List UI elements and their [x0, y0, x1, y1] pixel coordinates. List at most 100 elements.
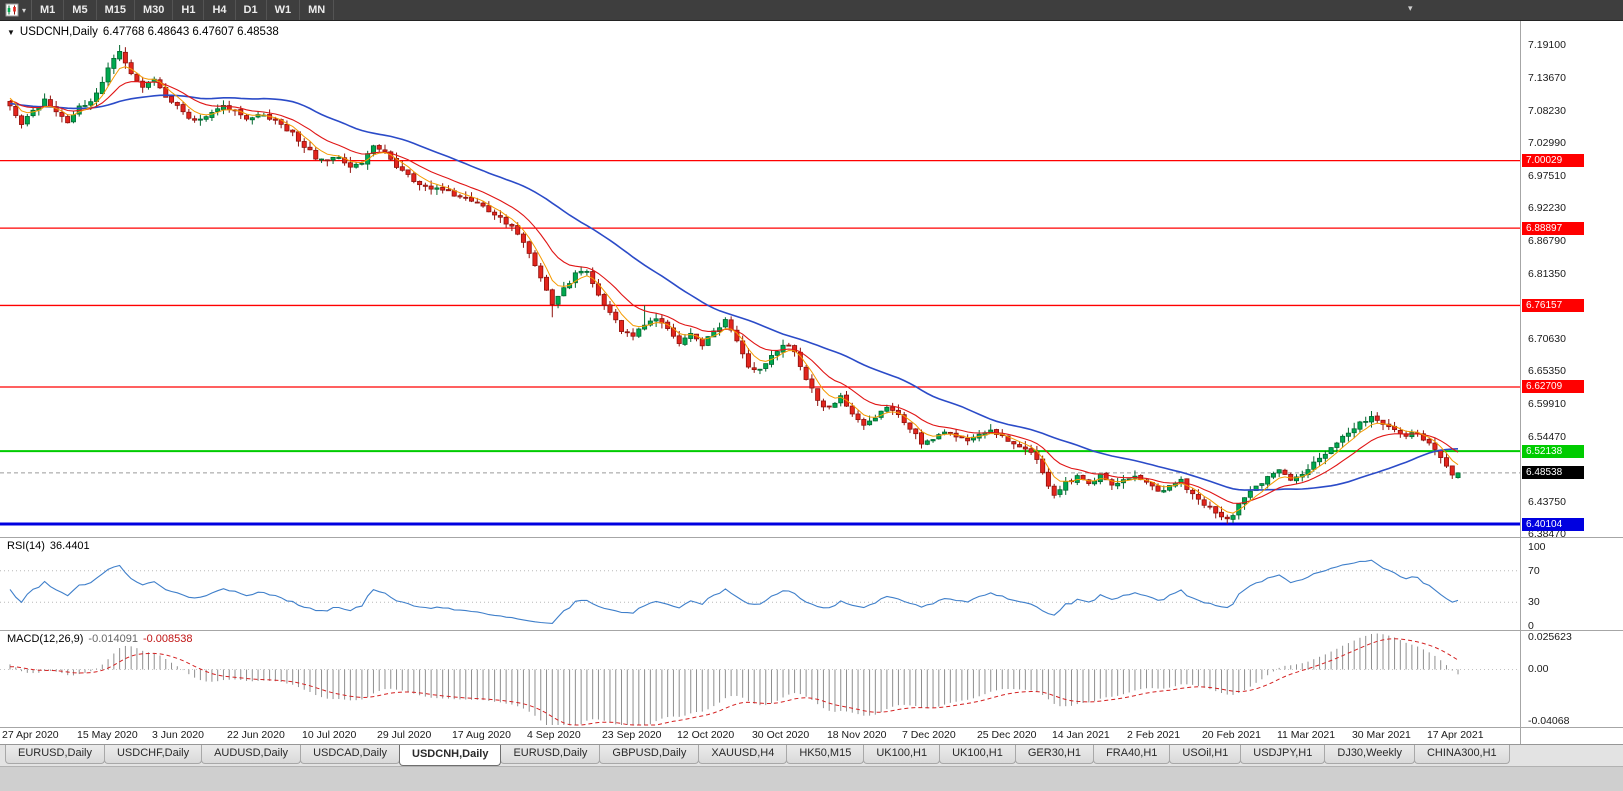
timeframe-toolbar: ▾ M1 M5 M15 M30 H1 H4 D1 W1 MN ▾	[0, 0, 1623, 21]
chevron-down-icon: ▾	[22, 5, 27, 15]
axis-tick-label: 70	[1528, 564, 1540, 577]
price-level-label: 7.00029	[1522, 154, 1584, 168]
time-axis-label: 7 Dec 2020	[901, 729, 956, 741]
chart-tab-usdcad-daily[interactable]: USDCAD,Daily	[300, 745, 401, 764]
timeframe-button-m15[interactable]: M15	[97, 0, 135, 20]
rsi-layer	[0, 559, 1520, 624]
chart-type-selector[interactable]: ▾	[0, 0, 33, 20]
axis-tick-label: 6.65350	[1528, 364, 1566, 377]
panel-separator[interactable]	[0, 537, 1623, 538]
rsi-value: 36.4401	[49, 540, 90, 552]
panel-separator	[0, 727, 1623, 728]
chart-symbol: USDCNH,Daily	[19, 26, 98, 38]
price-level-label: 6.52138	[1522, 444, 1584, 458]
price-axis[interactable]: 7.19100 7.13670 7.08230 7.02990 6.97510 6.922…	[1520, 20, 1623, 744]
time-axis-label: 2 Feb 2021	[1126, 729, 1181, 741]
horizontal-lines-layer	[0, 159, 1520, 526]
axis-tick-label: 0.025623	[1528, 631, 1572, 643]
price-level-label: 6.40104	[1522, 517, 1584, 531]
timeframe-button-h1[interactable]: H1	[173, 0, 205, 20]
chart-tab-usdjpy-h1[interactable]: USDJPY,H1	[1240, 745, 1326, 764]
axis-tick-label: 6.81350	[1528, 267, 1566, 280]
axis-tick-label: -0.04068	[1528, 715, 1570, 727]
rsi-label: RSI(14) 36.4401	[7, 540, 90, 552]
time-axis-label: 17 Aug 2020	[451, 729, 511, 741]
chart-canvas[interactable]	[0, 0, 1520, 744]
macd-name: MACD(12,26,9)	[7, 633, 84, 645]
axis-tick-label: 6.54470	[1528, 430, 1566, 443]
moving-averages-layer	[9, 66, 1459, 514]
timeframe-button-d1[interactable]: D1	[236, 0, 267, 20]
chart-tab-uk100-h1[interactable]: UK100,H1	[939, 745, 1016, 764]
chart-tab-bar: EURUSD,Daily USDCHF,Daily AUDUSD,Daily USDC…	[0, 744, 1623, 766]
timeframe-button-mn[interactable]: MN	[300, 0, 335, 20]
time-axis-label: 25 Dec 2020	[976, 729, 1037, 741]
chevron-down-icon[interactable]: ▾	[1408, 3, 1413, 13]
time-axis-label: 27 Apr 2020	[2, 729, 59, 741]
time-axis-label: 29 Jul 2020	[376, 729, 432, 741]
chart-tab-fra40-h1[interactable]: FRA40,H1	[1093, 745, 1171, 764]
axis-tick-label: 6.97510	[1528, 169, 1566, 182]
chart-tab-xauusd-h4[interactable]: XAUUSD,H4	[698, 745, 788, 764]
candlestick-chart-icon	[5, 3, 19, 17]
timeframe-button-m30[interactable]: M30	[135, 0, 174, 20]
time-axis-label: 30 Oct 2020	[751, 729, 810, 741]
time-axis-label: 11 Mar 2021	[1276, 729, 1336, 741]
chart-tab-uk100-h1[interactable]: UK100,H1	[863, 745, 941, 764]
collapse-triangle-icon[interactable]: ▼	[7, 27, 15, 37]
axis-tick-label: 30	[1528, 596, 1540, 609]
timeframe-button-m1[interactable]: M1	[32, 0, 65, 20]
time-axis-label: 17 Apr 2021	[1426, 729, 1484, 741]
chart-tab-eurusd-daily[interactable]: EURUSD,Daily	[500, 745, 601, 764]
time-axis-label: 30 Mar 2021	[1351, 729, 1411, 741]
axis-tick-label: 7.02990	[1528, 136, 1566, 149]
time-axis-label: 12 Oct 2020	[676, 729, 735, 741]
time-axis-label: 3 Jun 2020	[151, 729, 204, 741]
status-strip	[0, 766, 1623, 791]
macd-signal-value: -0.008538	[142, 633, 193, 645]
chart-tab-gbpusd-daily[interactable]: GBPUSD,Daily	[599, 745, 700, 764]
chart-tab-usoil-h1[interactable]: USOil,H1	[1169, 745, 1242, 764]
candles-layer	[7, 44, 1461, 525]
price-level-label: 6.88897	[1522, 221, 1584, 235]
time-axis-label: 22 Jun 2020	[226, 729, 285, 741]
chart-tab-hk50-m15[interactable]: HK50,M15	[786, 745, 865, 764]
panel-separator[interactable]	[0, 630, 1623, 631]
macd-layer	[0, 633, 1520, 726]
chart-title: ▼ USDCNH,Daily 6.47768 6.48643 6.47607 6…	[7, 26, 279, 38]
time-axis-label: 20 Feb 2021	[1201, 729, 1261, 741]
axis-tick-label: 0	[1528, 620, 1534, 632]
chart-tab-eurusd-daily[interactable]: EURUSD,Daily	[5, 745, 105, 764]
chart-tab-audusd-daily[interactable]: AUDUSD,Daily	[201, 745, 302, 764]
time-axis-label: 10 Jul 2020	[301, 729, 357, 741]
axis-tick-label: 0.00	[1528, 663, 1549, 676]
axis-tick-label: 6.38470	[1528, 527, 1566, 540]
axis-tick-label: 100	[1528, 541, 1546, 553]
rsi-name: RSI(14)	[7, 540, 45, 552]
timeframe-button-w1[interactable]: W1	[267, 0, 301, 20]
axis-tick-label: 6.70630	[1528, 332, 1566, 345]
chart-ohlc-values: 6.47768 6.48643 6.47607 6.48538	[102, 26, 279, 38]
time-axis[interactable]: 27 Apr 2020 15 May 2020 3 Jun 2020 22 Jun 2…	[0, 728, 1520, 744]
chart-tab-usdchf-daily[interactable]: USDCHF,Daily	[103, 745, 203, 764]
chart-tab-china300-h1[interactable]: CHINA300,H1	[1413, 745, 1510, 764]
chart-tab-usdcnh-daily[interactable]: USDCNH,Daily	[399, 745, 502, 766]
axis-tick-label: 6.86790	[1528, 234, 1566, 247]
timeframe-button-m5[interactable]: M5	[64, 0, 97, 20]
macd-label: MACD(12,26,9) -0.014091 -0.008538	[7, 633, 193, 645]
time-axis-label: 15 May 2020	[76, 729, 138, 741]
bid-price-label: 6.48538	[1522, 466, 1584, 480]
axis-tick-label: 6.43750	[1528, 495, 1566, 508]
time-axis-label: 18 Nov 2020	[826, 729, 887, 741]
axis-tick-label: 6.59910	[1528, 397, 1566, 410]
time-axis-label: 14 Jan 2021	[1051, 729, 1110, 741]
macd-main-value: -0.014091	[88, 633, 138, 645]
chart-tab-dj30-weekly[interactable]: DJ30,Weekly	[1324, 745, 1415, 764]
price-level-label: 6.76157	[1522, 298, 1584, 312]
price-level-label: 6.62709	[1522, 380, 1584, 394]
axis-tick-label: 7.19100	[1528, 38, 1566, 51]
axis-tick-label: 6.92230	[1528, 201, 1566, 214]
chart-tab-ger30-h1[interactable]: GER30,H1	[1014, 745, 1095, 764]
timeframe-button-h4[interactable]: H4	[204, 0, 236, 20]
